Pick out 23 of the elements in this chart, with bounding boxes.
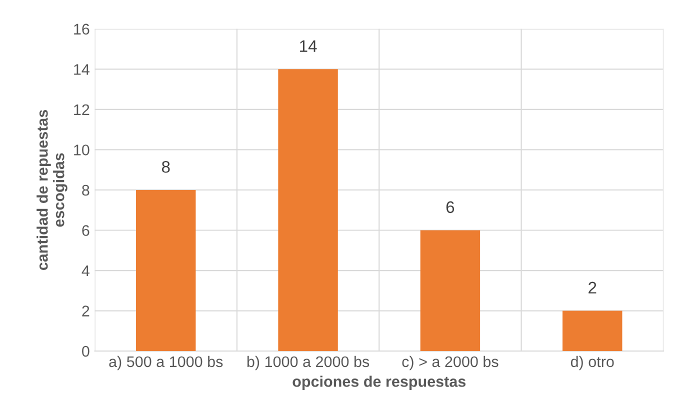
- x-axis-title: opciones de respuestas: [292, 376, 466, 390]
- x-tick-label: c) > a 2000 bs: [402, 356, 498, 370]
- y-tick-label: 10: [74, 144, 90, 156]
- y-tick-label: 6: [82, 225, 90, 236]
- y-tick-label: 2: [82, 306, 90, 316]
- bar: [562, 310, 622, 352]
- data-label: 8: [162, 160, 170, 173]
- bar: [278, 69, 338, 352]
- x-tick-label: a) 500 a 1000 bs: [109, 356, 223, 370]
- y-axis-title: cantidad de repuestas escogidas: [36, 110, 68, 270]
- y-tick-label: 0: [82, 346, 90, 357]
- bar: [136, 190, 196, 352]
- x-tick-label: b) 1000 a 2000 bs: [247, 356, 370, 370]
- x-tick-label: d) otro: [570, 356, 614, 370]
- y-tick-label: 4: [82, 266, 90, 276]
- y-tick-label: 8: [82, 184, 90, 196]
- data-label: 6: [446, 201, 454, 214]
- data-label: 14: [300, 40, 317, 52]
- y-tick-label: 14: [74, 64, 90, 75]
- data-label: 2: [588, 282, 596, 294]
- y-tick-label: 12: [74, 104, 90, 115]
- bar: [420, 230, 480, 352]
- y-tick-label: 16: [74, 24, 90, 35]
